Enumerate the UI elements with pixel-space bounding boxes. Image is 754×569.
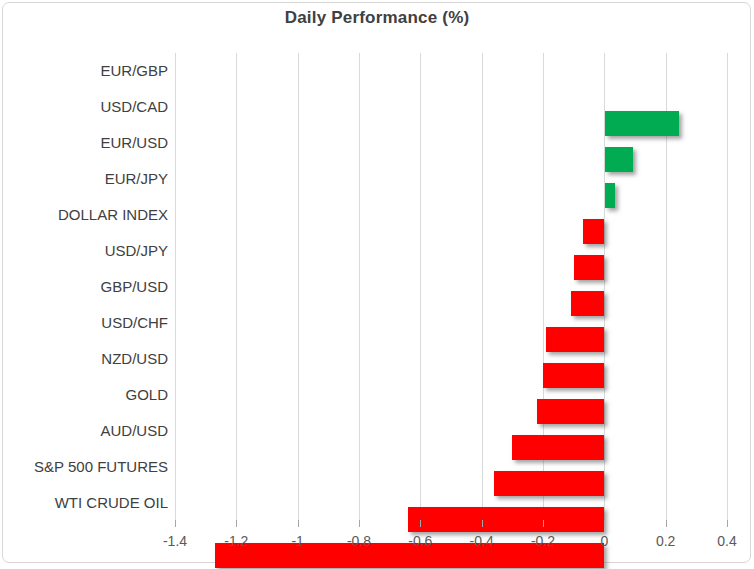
category-label: DOLLAR INDEX: [0, 197, 168, 233]
gridline: [236, 53, 237, 520]
x-tick-mark: [298, 520, 299, 527]
x-tick-label: -1.2: [224, 533, 248, 549]
category-label: USD/JPY: [0, 233, 168, 269]
category-label: AUD/USD: [0, 412, 168, 448]
x-tick-mark: [420, 520, 421, 527]
bar-eur-gbp: [605, 111, 679, 136]
plot-area: [175, 53, 727, 520]
x-tick-mark: [482, 520, 483, 527]
category-label: EUR/USD: [0, 125, 168, 161]
gridline: [359, 53, 360, 520]
gridline: [175, 53, 176, 520]
x-tick-label: 0.4: [717, 533, 736, 549]
x-tick-mark: [359, 520, 360, 527]
gridline: [298, 53, 299, 520]
daily-performance-chart: Daily Performance (%) EUR/GBPUSD/CADEUR/…: [0, 0, 754, 569]
x-tick-label: 0.2: [656, 533, 675, 549]
x-tick-mark: [727, 520, 728, 527]
x-tick-label: -0.6: [408, 533, 432, 549]
category-label: EUR/GBP: [0, 53, 168, 89]
bar-aud-usd: [494, 471, 604, 496]
bar-usd-chf: [543, 363, 604, 388]
bar-gold: [512, 435, 604, 460]
x-tick-mark: [604, 520, 605, 527]
bar-nzd-usd: [537, 399, 604, 424]
gridline: [727, 53, 728, 520]
x-tick-mark: [175, 520, 176, 527]
chart-title: Daily Performance (%): [0, 8, 754, 28]
x-tick-label: -1: [291, 533, 303, 549]
gridline: [482, 53, 483, 520]
bar-eur-usd: [605, 183, 614, 208]
bar-eur-jpy: [583, 219, 604, 244]
category-label: NZD/USD: [0, 340, 168, 376]
bar-gbp-usd: [546, 327, 604, 352]
category-label: EUR/JPY: [0, 161, 168, 197]
x-tick-mark: [543, 520, 544, 527]
x-tick-label: -0.8: [347, 533, 371, 549]
x-tick-mark: [666, 520, 667, 527]
category-label: S&P 500 FUTURES: [0, 448, 168, 484]
x-tick-mark: [236, 520, 237, 527]
bar-usd-cad: [605, 147, 633, 172]
x-tick-label: 0: [600, 533, 608, 549]
x-tick-label: -1.4: [163, 533, 187, 549]
gridline: [420, 53, 421, 520]
x-tick-label: -0.2: [531, 533, 555, 549]
bar-usd-jpy: [571, 291, 605, 316]
category-label: GBP/USD: [0, 269, 168, 305]
x-tick-label: -0.4: [470, 533, 494, 549]
bar-s-p-500-futures: [408, 507, 604, 532]
category-label: USD/CAD: [0, 89, 168, 125]
category-label: GOLD: [0, 376, 168, 412]
bar-dollar-index: [574, 255, 605, 280]
category-label: USD/CHF: [0, 304, 168, 340]
category-label: WTI CRUDE OIL: [0, 484, 168, 520]
